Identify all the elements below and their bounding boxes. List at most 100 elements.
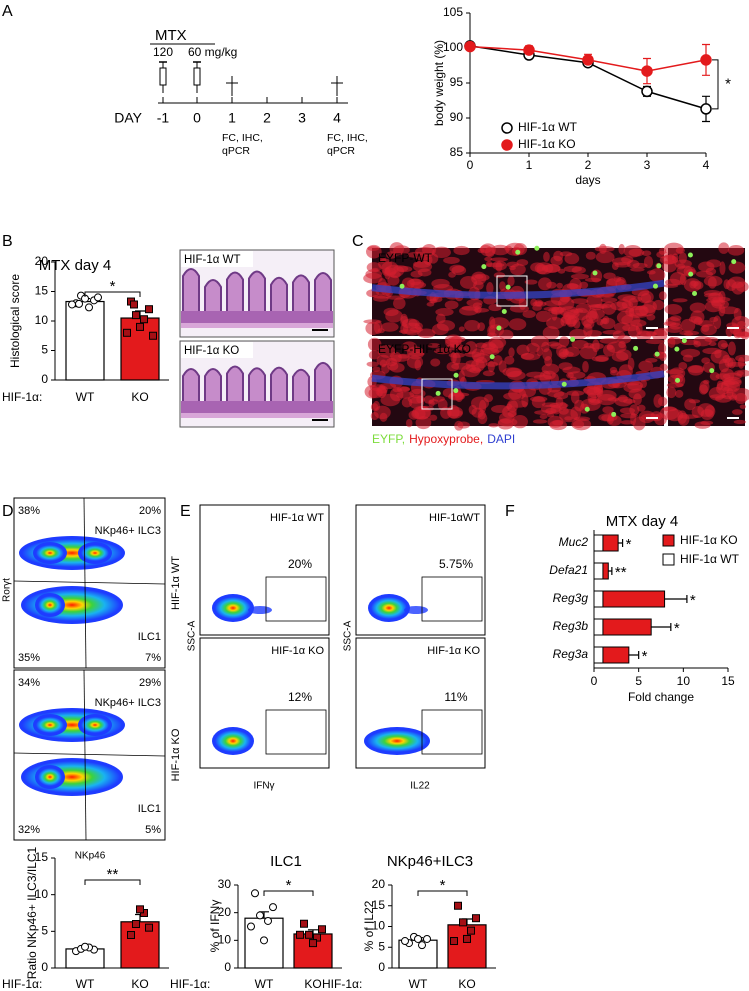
data-point [81,942,89,951]
x-tick-label: 15 [721,674,735,688]
gate-percent: 20% [288,557,312,571]
bar [593,590,604,608]
density [371,597,407,619]
tissue-signal [618,243,625,255]
gate-name: NKp46+ ILC3 [95,697,161,709]
tissue-signal [518,296,527,310]
tissue-signal [628,297,638,308]
tissue-signal [711,300,730,309]
group-label: HIF-1αWT [429,512,480,524]
tissue-signal [386,295,406,300]
eyfp-cell [489,354,495,360]
quadrant-line [13,752,166,757]
tissue-signal [719,261,726,276]
y-axis-label: body weight (%) [432,40,446,126]
significance: * [110,278,116,295]
x-tick-label: WT [76,390,95,404]
quadrant-percent: 34% [18,677,40,689]
tissue-signal [735,281,749,292]
tissue-signal [597,393,617,406]
y-tick-label: 5 [41,343,48,357]
y-axis-label: SSC-A [187,620,198,651]
y-tick-label: 10 [35,313,49,327]
bar [593,534,604,552]
tissue-signal [571,339,589,349]
tissue-signal [366,244,382,259]
panel-letter: E [180,503,191,520]
tissue-signal [546,317,565,330]
tissue-signal [601,301,617,315]
legend-label: HIF-1α WT [680,552,740,566]
significance: * [725,75,731,92]
x-tick-label: WT [76,977,95,991]
x-tick-label: 3 [644,158,651,172]
tissue-signal [363,272,383,284]
tissue-signal [464,319,481,332]
density [81,545,109,561]
villus [292,368,310,406]
tissue-signal [401,341,417,352]
legend-swatch [662,553,675,566]
tissue-signal [630,319,647,327]
quadrant-percent: 38% [18,505,40,517]
villus [270,366,288,406]
data-point [68,300,76,309]
tissue-signal [522,310,536,319]
marker [641,85,653,98]
tissue-signal [379,412,388,422]
data-point [145,923,153,932]
quadrant-percent: 29% [139,677,161,689]
data-point [140,315,148,324]
data-point [454,901,462,910]
data-point [260,936,268,945]
tissue-signal [426,302,435,307]
tissue-signal [680,318,696,333]
tissue-signal [521,352,535,360]
tissue-signal [432,246,451,258]
tissue-signal [600,317,616,330]
y-tick-label: 20 [35,254,49,268]
tissue-signal [444,300,459,310]
eyfp-cell [611,411,617,417]
tissue-signal [733,327,749,338]
readout: qPCR [222,145,250,157]
tissue-signal [665,326,683,333]
villus [270,276,288,316]
tissue-signal [474,274,484,279]
tissue-signal [417,328,436,339]
quadrant-percent: 20% [139,505,161,517]
image-label: HIF-1α WT [184,254,240,266]
tissue-signal [559,251,573,257]
muscle-layer [181,323,333,328]
day-number: 1 [228,110,236,126]
category-title: HIF-1α: [170,977,210,991]
flow-plot [13,669,166,841]
data-point [296,930,304,939]
significance: ** [615,564,627,581]
error-bar [618,539,624,547]
tissue-signal [499,329,514,340]
tissue-signal [666,254,675,261]
error-bar [608,567,613,575]
y-tick-label: 15 [372,898,386,912]
tissue-signal [623,383,643,393]
density-tail [248,606,272,614]
eyfp-cell [681,338,687,344]
x-tick-label: 10 [677,674,691,688]
tissue-signal [505,367,522,378]
tissue-signal [487,325,496,337]
gate-name: NKp46+ ILC3 [95,525,161,537]
tissue-signal [378,258,392,270]
significance: * [286,877,292,894]
tissue-signal [451,265,467,276]
tissue-signal [658,291,667,301]
tissue-signal [659,406,679,420]
tissue-signal [639,379,647,389]
tissue-signal [543,251,550,262]
tissue-signal [641,250,652,257]
data-point [269,903,277,912]
y-tick-label: 0 [378,960,385,974]
tissue-signal [638,330,657,337]
tissue-signal [657,396,668,407]
tissue-signal [415,256,431,261]
